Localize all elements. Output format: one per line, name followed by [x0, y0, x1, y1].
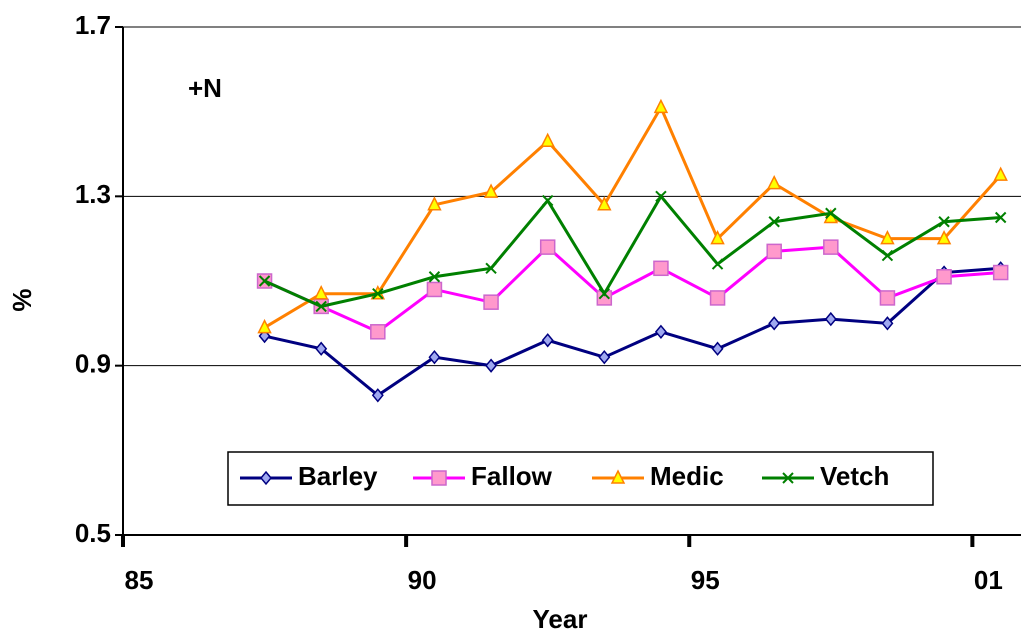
chart-title: +N [188, 73, 222, 103]
marker [372, 287, 384, 300]
marker [483, 294, 499, 310]
marker [598, 350, 611, 365]
marker [655, 190, 667, 203]
marker [597, 196, 612, 211]
marker [541, 333, 554, 348]
series-line [263, 104, 1002, 329]
legend-marker [260, 470, 272, 486]
marker [315, 300, 327, 313]
marker [485, 358, 498, 373]
marker [539, 239, 556, 255]
marker [710, 229, 725, 245]
y-tick-label: 0.9 [75, 349, 111, 379]
series-line [263, 193, 1001, 308]
x-tick-label: 90 [408, 565, 437, 595]
marker [766, 174, 782, 190]
legend-item: Barley [240, 461, 378, 491]
marker [653, 260, 669, 277]
legend-item: Fallow [413, 461, 553, 491]
y-tick-label: 1.7 [75, 10, 111, 40]
y-tick-label: 1.3 [75, 179, 111, 209]
legend: Barley Fallow Medic Vetch [227, 451, 934, 506]
legend-label: Vetch [820, 461, 889, 491]
x-tick-label: 95 [691, 565, 720, 595]
legend-marker [782, 472, 794, 484]
marker [766, 243, 782, 260]
marker [768, 216, 780, 228]
marker [709, 290, 726, 306]
marker [992, 264, 1009, 281]
marker [540, 132, 555, 148]
marker [711, 341, 724, 356]
marker [653, 98, 669, 114]
y-axis-label: % [7, 288, 37, 311]
series-line [264, 266, 1001, 398]
legend-label: Fallow [471, 461, 553, 491]
series-line [263, 245, 1001, 334]
legend-marker [431, 470, 447, 486]
marker [881, 249, 894, 262]
legend-label: Medic [650, 461, 724, 491]
marker [768, 316, 781, 331]
marker [654, 324, 667, 339]
marker [428, 271, 441, 283]
legend-box [227, 451, 934, 506]
marker [993, 166, 1008, 181]
marker [426, 281, 443, 298]
legend-marker [610, 469, 626, 484]
marker [879, 290, 896, 306]
marker [880, 229, 895, 245]
marker [370, 324, 386, 340]
y-tick-label: 0.5 [75, 518, 111, 548]
marker [371, 388, 384, 403]
marker [881, 316, 894, 331]
marker [824, 311, 837, 327]
marker [257, 318, 272, 334]
legend-item: Medic [592, 461, 724, 491]
marker [428, 350, 441, 365]
marker [315, 341, 328, 356]
marker [541, 194, 554, 207]
marker [936, 269, 952, 285]
marker [825, 207, 837, 219]
marker [313, 285, 329, 300]
marker [711, 258, 724, 270]
marker [483, 183, 499, 198]
marker [427, 196, 442, 211]
x-axis-label: Year [533, 604, 588, 634]
marker [938, 216, 950, 228]
x-tick-label: 01 [974, 565, 1003, 595]
legend-label: Barley [298, 461, 378, 491]
marker [936, 229, 952, 245]
marker [258, 275, 271, 287]
marker [485, 262, 497, 275]
marker [994, 211, 1007, 224]
marker [823, 239, 839, 255]
x-tick-label: 85 [125, 565, 154, 595]
legend-item: Vetch [762, 461, 889, 491]
marker [598, 287, 611, 300]
